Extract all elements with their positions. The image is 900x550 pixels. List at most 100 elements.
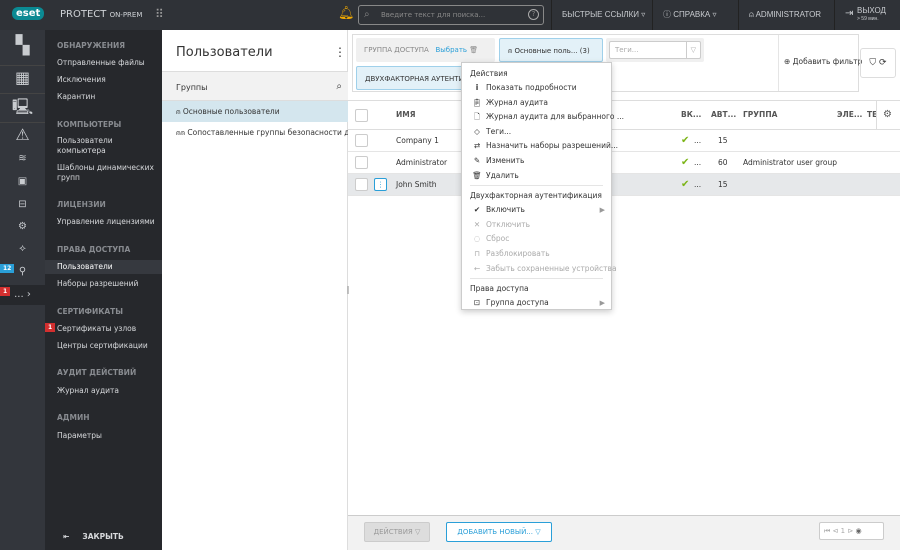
menu-item-edit[interactable]: ✎ Изменить bbox=[462, 154, 611, 169]
actions-button[interactable]: ДЕЙСТВИЯ ▽ bbox=[364, 522, 430, 542]
page-settings-icon[interactable]: ◉ bbox=[855, 527, 862, 535]
user-menu[interactable]: ⍝ ADMINISTRATOR bbox=[738, 0, 834, 30]
menu-item-audit-log[interactable]: 📋︎ Журнал аудита bbox=[462, 96, 611, 111]
notifications-icon[interactable]: ⟡ bbox=[19, 243, 26, 254]
page-number: 1 bbox=[840, 527, 846, 535]
pencil-icon: ✎ bbox=[473, 155, 481, 165]
funnel-icon: ⛉ bbox=[869, 58, 877, 68]
add-new-button[interactable]: ДОБАВИТЬ НОВЫЙ... ▽ bbox=[446, 522, 552, 542]
help-menu[interactable]: ⓘ СПРАВКА ▿ bbox=[652, 0, 726, 30]
search-icon: ⌕ bbox=[364, 9, 370, 20]
notification-bell-icon[interactable]: 🔔︎ bbox=[338, 6, 355, 21]
menu-header-access: Права доступа bbox=[470, 284, 529, 294]
trash-icon[interactable]: 🗑︎ bbox=[469, 46, 479, 54]
nav-item-peer-certificates[interactable]: Сертификаты узлов bbox=[57, 324, 137, 333]
logout-button[interactable]: ⇥ ВЫХОД > 59 мин. bbox=[834, 0, 896, 30]
prev-page-icon[interactable]: ⊲ bbox=[832, 527, 839, 535]
tasks-icon[interactable]: ▣ bbox=[17, 176, 28, 187]
nav-item-computer-users[interactable]: Пользователи компьютера bbox=[57, 136, 113, 155]
filter-presets-button[interactable]: ⛉ ⟳ bbox=[860, 48, 896, 78]
select-link[interactable]: Выбрать bbox=[435, 46, 468, 54]
submenu-arrow-icon: ▶ bbox=[599, 299, 605, 308]
logout-icon: ⇥ bbox=[845, 8, 854, 19]
status-overview-icon[interactable]: ⚲ bbox=[18, 266, 27, 277]
nav-item-quarantine[interactable]: Карантин bbox=[57, 92, 96, 101]
menu-item-enable[interactable]: ✔ Включить ▶ bbox=[462, 203, 611, 218]
row-actions-kebab-icon[interactable]: ⋮ bbox=[374, 178, 387, 191]
resize-handle[interactable]: ‖ bbox=[346, 285, 350, 294]
nav-item-license-management[interactable]: Управление лицензиями bbox=[57, 217, 155, 226]
nav-item-audit-log[interactable]: Журнал аудита bbox=[57, 386, 120, 395]
page-title: Пользователи bbox=[176, 45, 273, 60]
product-name: PROTECT ON-PREM bbox=[60, 9, 143, 20]
group-chip[interactable]: ⍝ Основные поль... (3) bbox=[499, 38, 603, 62]
refresh-icon[interactable]: ⟳ bbox=[879, 58, 887, 68]
trash-icon: 🗑︎ bbox=[472, 170, 482, 180]
nav-section-access-rights: ПРАВА ДОСТУПА bbox=[57, 245, 131, 254]
detections-warning-icon[interactable]: ⚠︎ bbox=[0, 122, 45, 144]
column-header-enabled[interactable]: ВК... bbox=[681, 110, 702, 119]
document-search-icon: 🗋 bbox=[473, 112, 481, 122]
menu-item-tags[interactable]: ◇ Теги... bbox=[462, 125, 611, 140]
access-group-icon: ⊡ bbox=[473, 298, 481, 308]
column-header-name[interactable]: ИМЯ bbox=[396, 110, 416, 119]
nav-item-users[interactable]: Пользователи bbox=[45, 260, 162, 274]
column-header-phone[interactable]: ТЕ bbox=[867, 110, 878, 119]
column-header-email[interactable]: ЭЛЕ... bbox=[837, 110, 863, 119]
reports-icon[interactable]: ≋ bbox=[18, 153, 27, 164]
row-checkbox[interactable] bbox=[355, 134, 368, 147]
installers-icon[interactable]: ⊟ bbox=[18, 199, 27, 210]
row-checkbox[interactable] bbox=[355, 178, 368, 191]
search-input[interactable]: ⌕ Введите текст для поиска...? bbox=[358, 5, 544, 25]
table-row[interactable]: Administrator ✔... 60 Administrator user gr… bbox=[348, 152, 900, 174]
chevron-down-icon[interactable]: ▽ bbox=[685, 42, 700, 58]
nav-item-certification-authorities[interactable]: Центры сертификации bbox=[57, 341, 148, 350]
group-item-mapped-security-groups[interactable]: ⍝⍝ Сопоставленные группы безопасности до… bbox=[176, 128, 348, 137]
devices-icon[interactable]: 🖳︎ bbox=[0, 93, 45, 123]
table-row-selected[interactable]: ⋮ John Smith ✔... 15 bbox=[348, 174, 900, 196]
menu-item-access-group[interactable]: ⊡ Группа доступа ▶ bbox=[462, 296, 611, 311]
groups-panel: Пользователи ⋮ Группы ⌕ ⍝ Основные пользо… bbox=[162, 30, 350, 550]
more-button[interactable]: ... › bbox=[0, 285, 45, 305]
search-icon[interactable]: ⌕ bbox=[336, 81, 342, 92]
quick-links-menu[interactable]: БЫСТРЫЕ ССЫЛКИ ▿ bbox=[551, 0, 655, 30]
info-icon: i bbox=[475, 83, 479, 92]
tags-filter[interactable]: Теги... ▽ bbox=[606, 38, 704, 62]
group-item-main-users[interactable]: ⍝ Основные пользователи bbox=[162, 101, 348, 122]
nav-section-detections: ОБНАРУЖЕНИЯ bbox=[57, 41, 126, 50]
nav-item-submitted-files[interactable]: Отправленные файлы bbox=[57, 58, 145, 67]
column-settings-gear-icon[interactable]: ⚙︎ bbox=[876, 100, 892, 130]
column-header-auto[interactable]: АВТ... bbox=[711, 110, 737, 119]
menu-item-audit-log-selected[interactable]: 🗋 Журнал аудита для выбранного ... bbox=[462, 110, 624, 125]
kebab-menu-icon[interactable]: ⋮ bbox=[334, 45, 346, 59]
collapse-button[interactable]: ⇤ ЗАКРЫТЬ bbox=[63, 532, 124, 541]
policies-icon[interactable]: ⚙︎ bbox=[18, 221, 27, 232]
menu-item-show-details[interactable]: i Показать подробности bbox=[462, 81, 611, 96]
main-content: ГРУППА ДОСТУПА Выбрать 🗑︎ ⍝ Основные пол… bbox=[348, 30, 900, 550]
menu-item-assign-permission-sets[interactable]: ⇄ Назначить наборы разрешений... bbox=[462, 139, 618, 154]
swap-arrows-icon: ⇄ bbox=[473, 141, 481, 151]
nav-section-audit: АУДИТ ДЕЙСТВИЙ bbox=[57, 368, 137, 377]
menu-item-delete[interactable]: 🗑︎ Удалить bbox=[462, 169, 611, 184]
first-page-icon[interactable]: ⏮ bbox=[824, 527, 831, 535]
dashboard-icon[interactable]: ▚ bbox=[15, 35, 30, 56]
nav-item-settings[interactable]: Параметры bbox=[57, 431, 102, 440]
bottom-toolbar: ДЕЙСТВИЯ ▽ ДОБАВИТЬ НОВЫЙ... ▽ ⏮ ⊲ 1 ⊳ ◉ bbox=[348, 515, 900, 550]
check-icon: ✔ bbox=[681, 179, 690, 190]
computers-icon[interactable]: ▦ bbox=[0, 65, 45, 87]
nav-item-permission-sets[interactable]: Наборы разрешений bbox=[57, 279, 139, 288]
help-circle-icon[interactable]: ? bbox=[528, 9, 539, 20]
twofa-filter[interactable]: ДВУХФАКТОРНАЯ АУТЕНТИФИКАЦИЯ bbox=[356, 66, 476, 90]
select-all-checkbox[interactable] bbox=[355, 109, 368, 122]
next-page-icon[interactable]: ⊳ bbox=[847, 527, 854, 535]
check-icon: ✔ bbox=[681, 135, 690, 146]
table-row[interactable]: Company 1 ✔... 15 bbox=[348, 130, 900, 152]
row-checkbox[interactable] bbox=[355, 156, 368, 169]
nav-item-dynamic-group-templates[interactable]: Шаблоны динамических групп bbox=[57, 163, 154, 182]
menu-item-unlock: ⊓ Разблокировать bbox=[462, 247, 611, 262]
access-group-filter[interactable]: ГРУППА ДОСТУПА Выбрать 🗑︎ bbox=[356, 38, 495, 62]
apps-grid-icon[interactable]: ⠿ bbox=[155, 7, 164, 21]
column-header-group[interactable]: ГРУППА bbox=[743, 110, 778, 119]
add-filter-button[interactable]: ⊕ Добавить фильтр bbox=[778, 35, 862, 91]
nav-item-exclusions[interactable]: Исключения bbox=[57, 75, 106, 84]
